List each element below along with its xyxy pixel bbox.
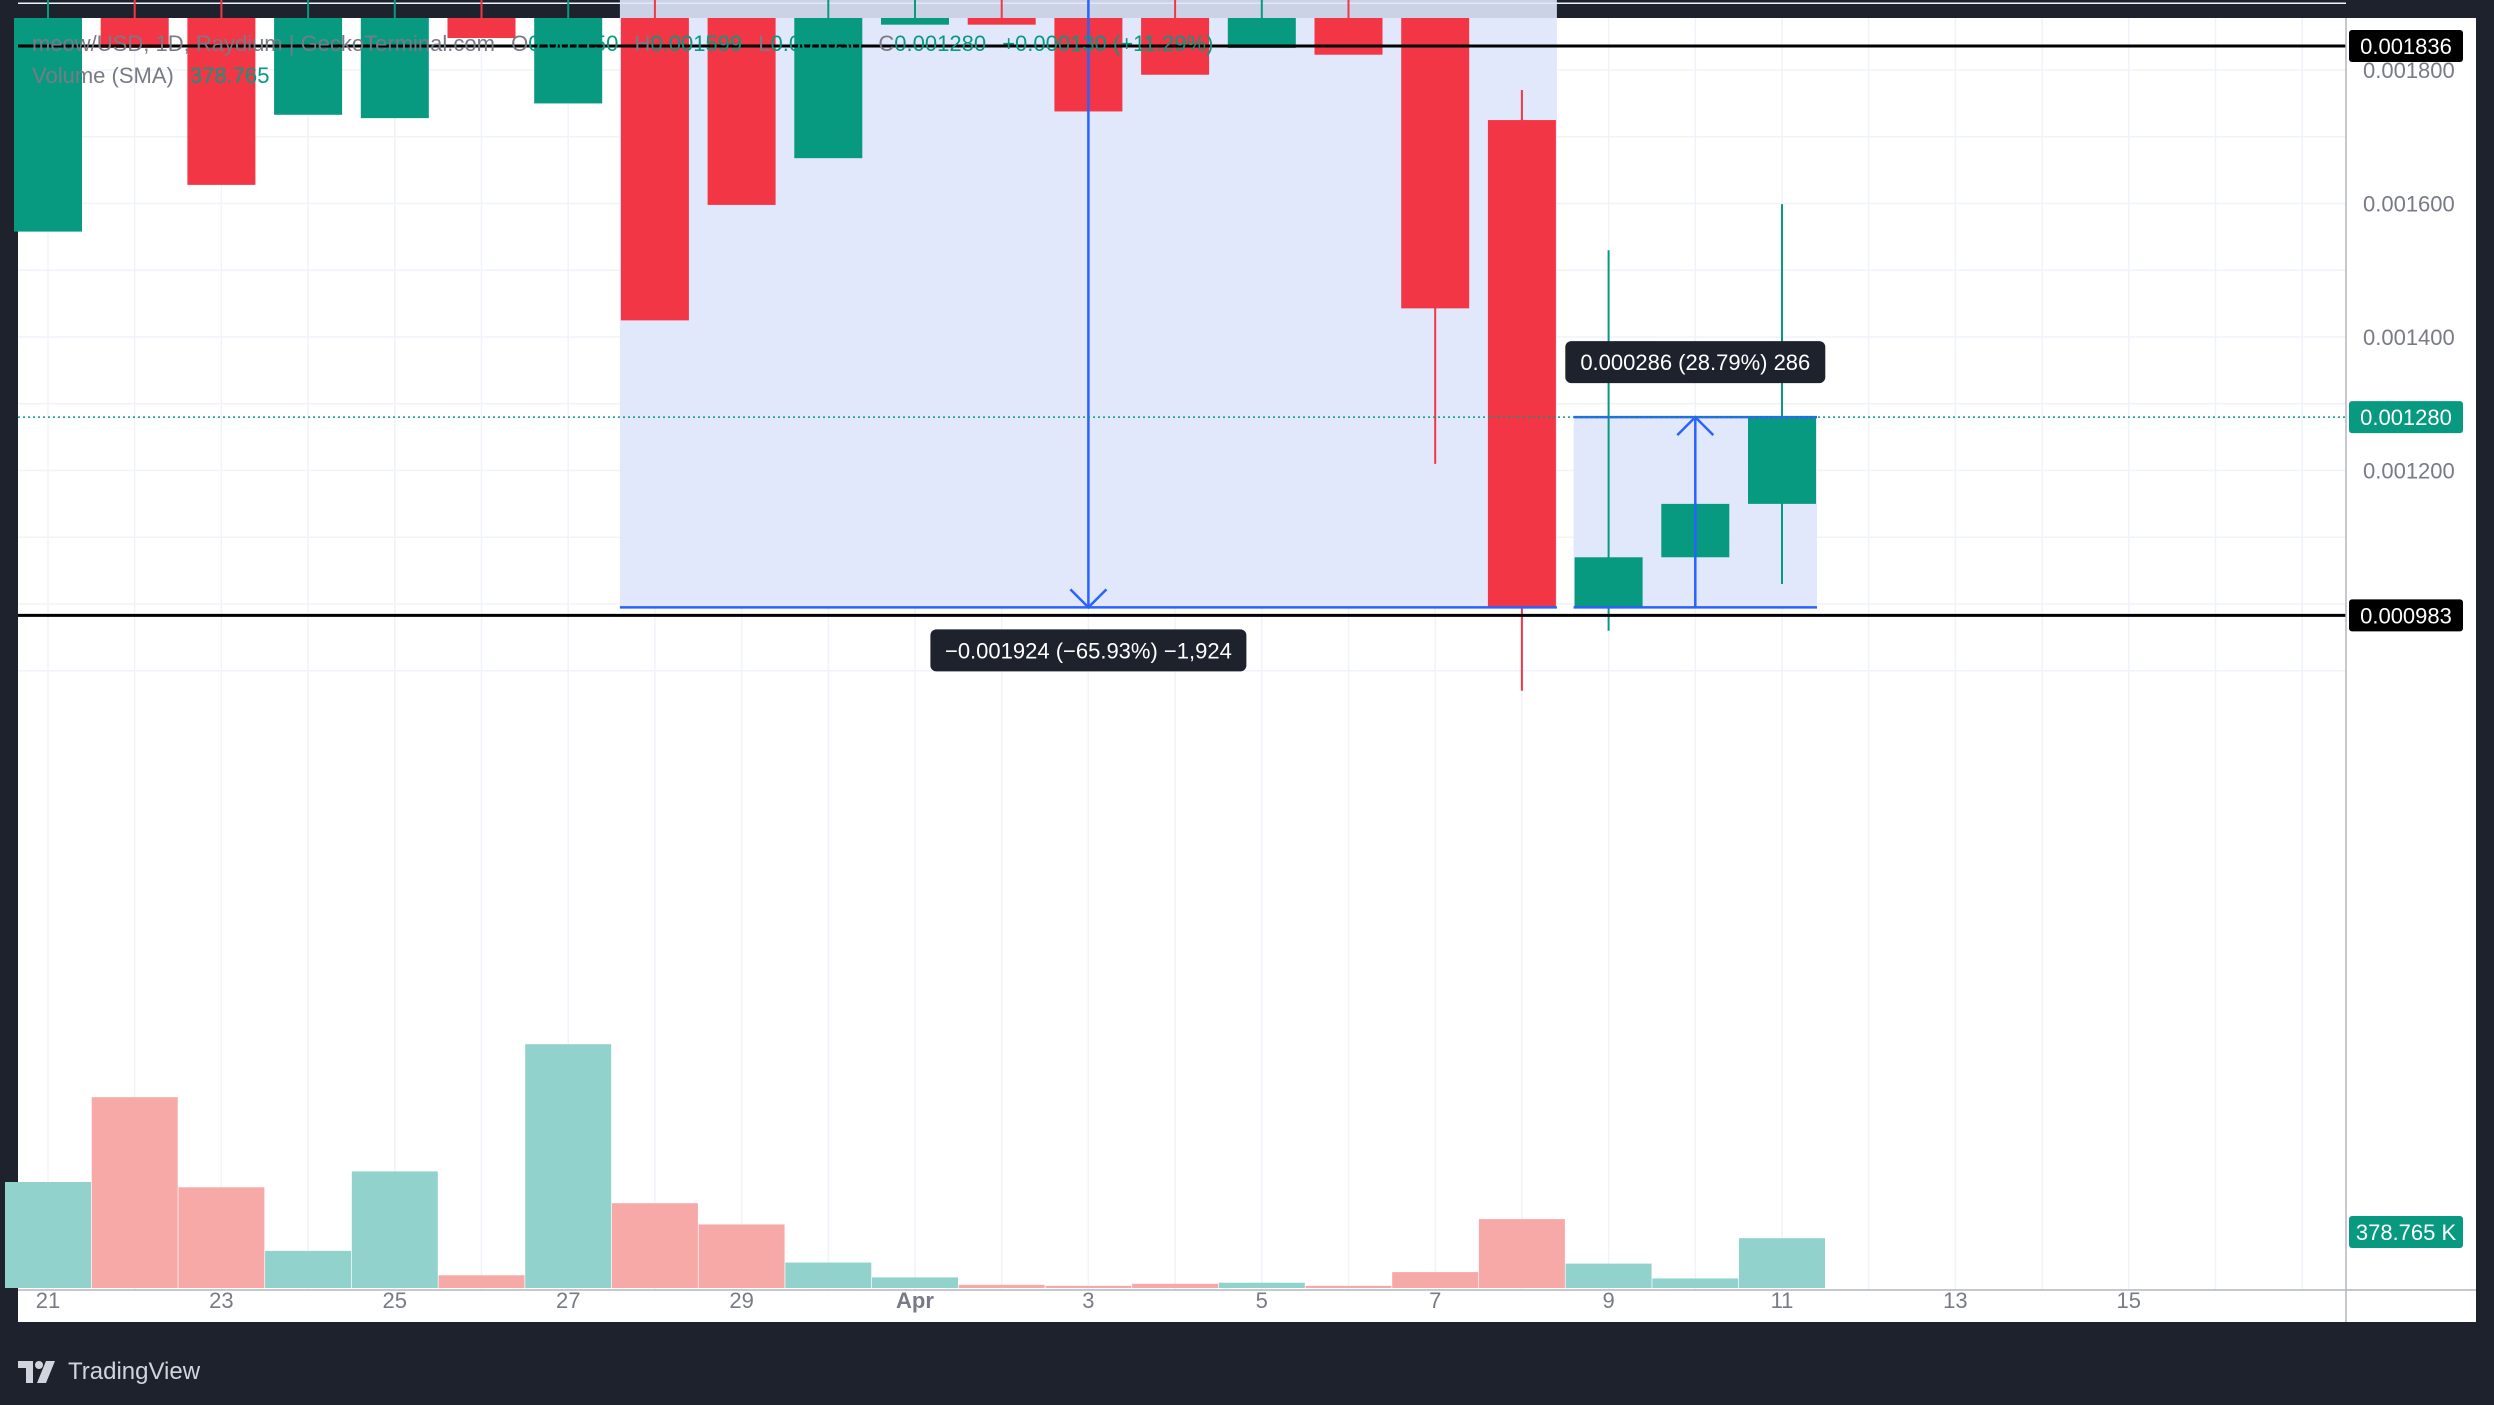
- candle-body[interactable]: [534, 18, 603, 104]
- volume-label[interactable]: Volume (SMA): [32, 63, 174, 88]
- volume-bar: [1392, 1272, 1479, 1288]
- time-tick-label: 23: [209, 1288, 233, 1313]
- volume-bar: [1045, 1285, 1132, 1288]
- price-tick-label: 0.001800: [2363, 58, 2455, 83]
- price-tick-label: 0.001600: [2363, 192, 2455, 217]
- volume-bar: [1305, 1285, 1392, 1288]
- volume-bar: [1218, 1282, 1305, 1288]
- time-tick-label: 11: [1771, 1288, 1794, 1313]
- measure-tooltip-label: 0.000286 (28.79%) 286: [1580, 350, 1810, 375]
- chart-legend: meow/USD, 1D, Raydium | GeckoTerminal.co…: [32, 28, 1213, 92]
- time-tick-label: 25: [383, 1288, 407, 1313]
- level-price-label: 0.000983: [2360, 603, 2452, 628]
- candle-body[interactable]: [447, 18, 516, 39]
- open-value: 0.001150: [528, 31, 619, 56]
- candle-body[interactable]: [274, 18, 343, 115]
- level-price-badge: [2349, 599, 2463, 632]
- measure-tooltip: [930, 629, 1247, 672]
- volume-bar: [1478, 1219, 1565, 1288]
- candle-body[interactable]: [707, 18, 776, 205]
- low-value: 0.001030: [770, 31, 863, 56]
- volume-badge: [2349, 1216, 2463, 1248]
- volume-bar: [525, 1044, 612, 1288]
- time-axis[interactable]: [18, 1290, 2346, 1322]
- volume-bar: [438, 1275, 525, 1288]
- volume-bar: [872, 1277, 958, 1288]
- time-tick-label: 13: [1943, 1288, 1967, 1313]
- candle-body[interactable]: [794, 18, 863, 159]
- price-tick-label: 0.001200: [2363, 459, 2455, 484]
- tradingview-logo-icon: [18, 1361, 55, 1383]
- high-label: H: [634, 31, 651, 56]
- candle-body[interactable]: [100, 18, 169, 49]
- time-tick-label: 29: [729, 1288, 753, 1313]
- time-tick-label: 9: [1602, 1288, 1614, 1313]
- volume-bar: [5, 1182, 91, 1288]
- measure-tooltip-label: −0.001924 (−65.93%) −1,924: [945, 638, 1232, 663]
- close-value: 0.001280: [894, 31, 987, 56]
- volume-bar: [958, 1284, 1045, 1288]
- volume-bar: [1565, 1263, 1652, 1288]
- volume-axis-label: 378.765 K: [2356, 1220, 2457, 1245]
- legend-ohlc-row: meow/USD, 1D, Raydium | GeckoTerminal.co…: [32, 28, 1213, 60]
- volume-bar: [91, 1097, 178, 1288]
- level-price-label: 0.001836: [2360, 34, 2452, 59]
- low-label: L: [758, 31, 771, 56]
- candle-body[interactable]: [1487, 120, 1556, 608]
- candle-body[interactable]: [1227, 18, 1296, 49]
- time-tick-label: 3: [1082, 1288, 1094, 1313]
- volume-bar: [698, 1224, 785, 1288]
- volume-bar: [351, 1171, 438, 1288]
- high-value: 0.001599: [650, 31, 743, 56]
- volume-bar: [1652, 1278, 1739, 1288]
- time-tick-label: 21: [36, 1288, 60, 1313]
- close-label: C: [878, 31, 895, 56]
- time-tick-label: 7: [1429, 1288, 1441, 1313]
- candle-body[interactable]: [1748, 417, 1816, 504]
- volume-bar: [178, 1187, 265, 1288]
- time-tick-label: 27: [556, 1288, 580, 1313]
- change-value: +0.000130 (+11.29%): [1002, 31, 1214, 56]
- candle-body[interactable]: [1401, 18, 1470, 309]
- time-tick-label: Apr: [896, 1288, 934, 1313]
- last-price-label: 0.001280: [2360, 405, 2452, 430]
- volume-bar: [785, 1262, 872, 1288]
- candle-body[interactable]: [360, 18, 429, 119]
- volume-bar: [1739, 1238, 1825, 1288]
- price-axis[interactable]: [2346, 18, 2476, 1322]
- candle-body[interactable]: [1314, 18, 1383, 55]
- symbol-title[interactable]: meow/USD, 1D, Raydium | GeckoTerminal.co…: [32, 31, 495, 56]
- time-tick-label: 15: [2117, 1288, 2141, 1313]
- candle-body[interactable]: [881, 18, 949, 25]
- candle-body[interactable]: [14, 18, 82, 232]
- candle-body[interactable]: [620, 18, 689, 321]
- open-label: O: [511, 31, 529, 56]
- price-tick-label: 0.001400: [2363, 325, 2455, 350]
- volume-bar: [611, 1203, 698, 1288]
- volume-bar: [1132, 1283, 1219, 1288]
- volume-value: 378.765 K: [189, 63, 291, 88]
- measure-arrow-head: [1676, 415, 1715, 436]
- volume-bar: [265, 1250, 352, 1288]
- level-price-badge: [2349, 29, 2463, 62]
- candle-body[interactable]: [967, 18, 1036, 25]
- time-tick-label: 5: [1256, 1288, 1268, 1313]
- tradingview-name: TradingView: [68, 1358, 201, 1385]
- tradingview-branding[interactable]: TradingView: [18, 1358, 200, 1386]
- measure-tooltip: [1565, 341, 1826, 384]
- candle-body[interactable]: [1574, 557, 1643, 608]
- last-price-badge: [2349, 401, 2463, 434]
- legend-volume-row: Volume (SMA) 378.765 K: [32, 60, 1213, 92]
- measure-arrow-head: [1069, 588, 1108, 610]
